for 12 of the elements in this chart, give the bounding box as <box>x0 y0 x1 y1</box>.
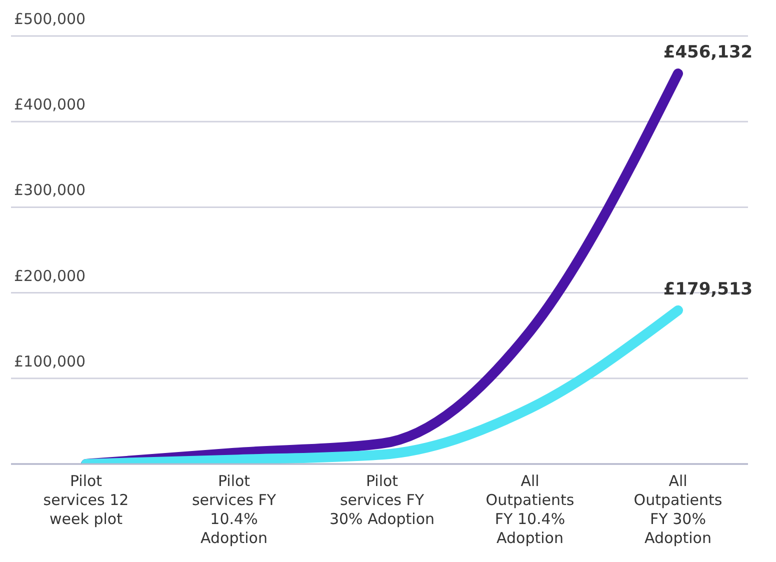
x-tick-label: Pilot services FY 10.4% Adoption <box>192 472 277 547</box>
y-tick-label: £500,000 <box>14 10 86 28</box>
y-tick-label: £100,000 <box>14 352 86 370</box>
x-tick-label: Pilot services FY 30% Adoption <box>329 472 435 528</box>
x-tick-label: Pilot services 12 week plot <box>43 472 129 528</box>
y-tick-label: £400,000 <box>14 96 86 114</box>
y-tick-label: £200,000 <box>14 266 86 285</box>
y-tick-label: £300,000 <box>14 181 86 200</box>
x-tick-label: All Outpatients FY 10.4% Adoption <box>486 472 574 547</box>
x-tick-label: All Outpatients FY 30% Adoption <box>634 472 722 547</box>
data-label: £179,513 <box>663 279 753 300</box>
data-label: £456,132 <box>663 42 753 63</box>
